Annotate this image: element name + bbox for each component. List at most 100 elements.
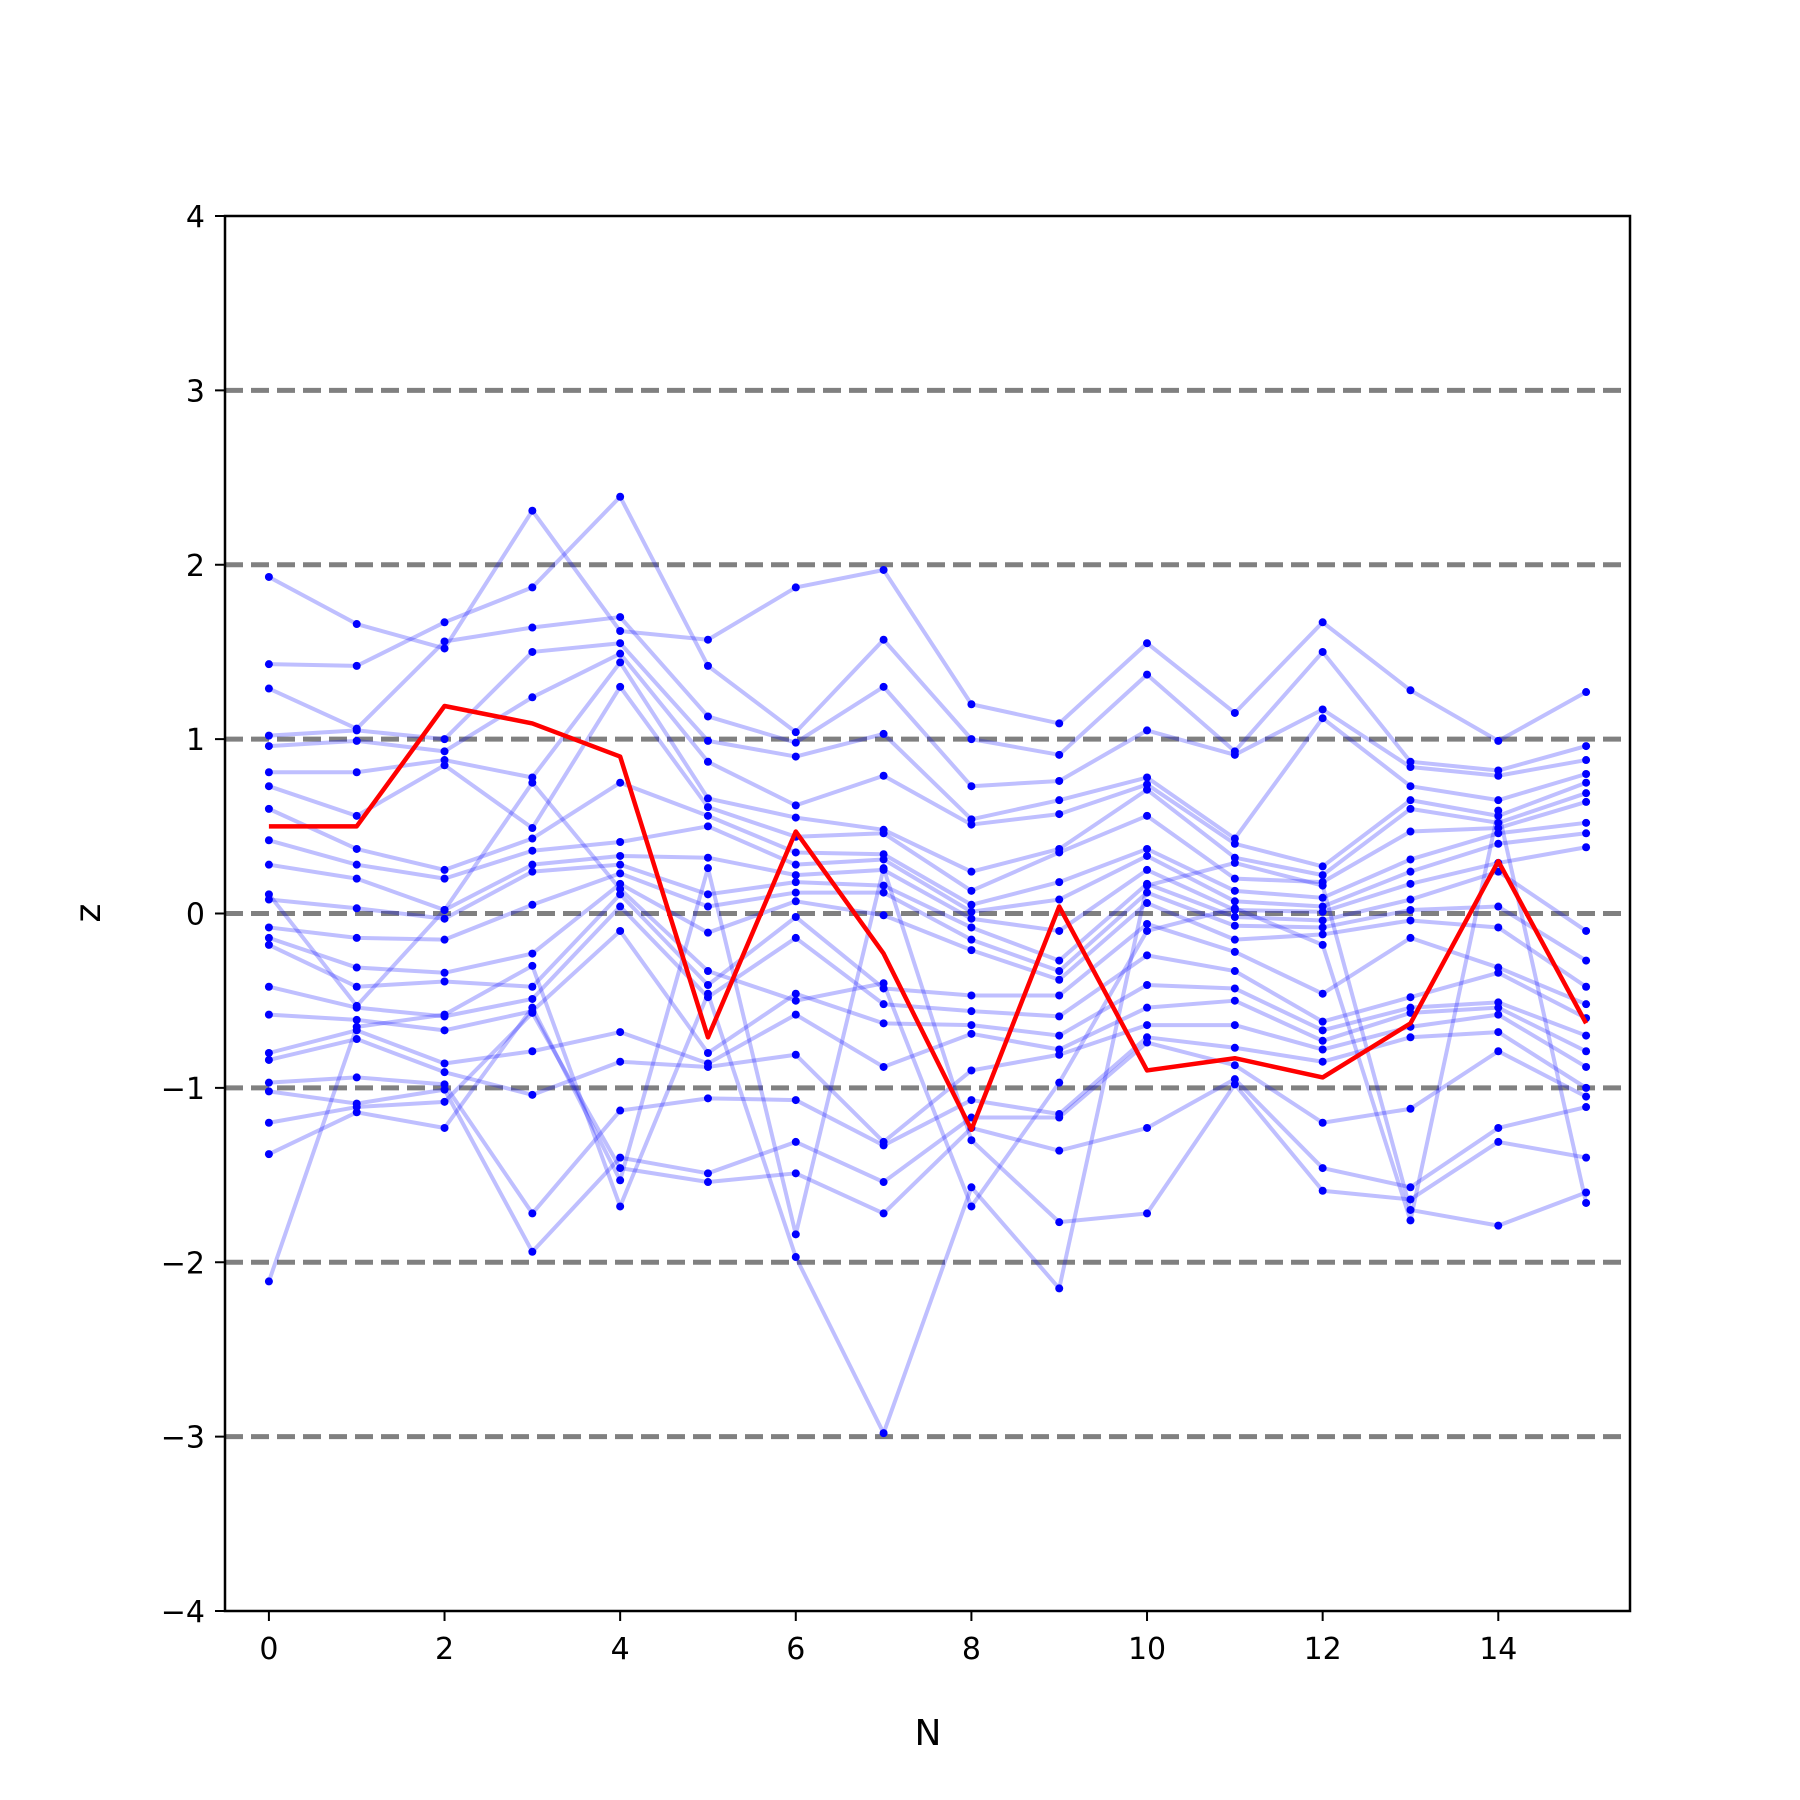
highlight-series-group xyxy=(268,703,1589,1132)
sample-point xyxy=(1582,1047,1591,1056)
sample-point xyxy=(616,658,625,667)
sample-point xyxy=(1318,1036,1327,1045)
sample-point xyxy=(1582,956,1591,965)
sample-point xyxy=(703,980,712,989)
sample-point xyxy=(616,1028,625,1037)
sample-point xyxy=(1318,989,1327,998)
sample-point xyxy=(791,1010,800,1019)
sample-point xyxy=(703,712,712,721)
sample-point xyxy=(264,684,273,693)
sample-point xyxy=(616,627,625,636)
sample-point xyxy=(264,940,273,949)
sample-series-line xyxy=(268,780,1587,907)
y-tick-label: 0 xyxy=(186,898,205,933)
sample-point xyxy=(616,851,625,860)
sample-point xyxy=(1582,982,1591,991)
sample-point xyxy=(1230,996,1239,1005)
sample-point xyxy=(703,1049,712,1057)
sample-point xyxy=(352,726,361,735)
sample-point xyxy=(1582,770,1591,778)
sample-point xyxy=(1406,993,1415,1002)
sample-point xyxy=(791,1169,800,1178)
sample-point xyxy=(1494,1028,1503,1037)
sample-point xyxy=(616,902,625,911)
sample-point xyxy=(440,1068,449,1077)
sample-point xyxy=(352,1015,361,1024)
sample-point xyxy=(703,890,712,899)
sample-point xyxy=(1582,818,1591,827)
sample-point xyxy=(791,848,800,857)
sample-point xyxy=(528,846,537,855)
sample-point xyxy=(264,1118,273,1127)
sample-point xyxy=(1406,782,1415,791)
sample-point xyxy=(967,935,976,944)
sample-point xyxy=(791,728,800,737)
sample-point xyxy=(616,1176,625,1185)
sample-point xyxy=(1143,926,1152,935)
sample-point xyxy=(1230,1021,1239,1030)
sample-point xyxy=(967,1202,976,1211)
sample-point xyxy=(528,1247,537,1256)
sample-point xyxy=(1055,967,1064,976)
sample-point xyxy=(703,757,712,766)
sample-point xyxy=(791,933,800,942)
sample-point xyxy=(703,1094,712,1103)
sample-point xyxy=(264,1087,273,1096)
sample-point xyxy=(352,736,361,745)
sample-point xyxy=(1318,1186,1327,1195)
x-tick-label: 0 xyxy=(259,1632,278,1667)
sample-point xyxy=(1318,1057,1327,1066)
sample-point xyxy=(264,782,273,791)
sample-series-line xyxy=(267,508,1588,743)
sample-point xyxy=(352,661,361,670)
sample-point xyxy=(1318,940,1327,949)
sample-point xyxy=(967,700,976,709)
sample-series-line xyxy=(268,845,1587,933)
sample-point xyxy=(616,860,625,869)
sample-point xyxy=(616,869,625,878)
sample-point xyxy=(1318,705,1327,714)
sample-point xyxy=(1318,871,1327,880)
sample-point xyxy=(616,492,625,501)
sample-point xyxy=(1055,1284,1064,1293)
sample-point xyxy=(967,1021,976,1030)
sample-point xyxy=(1143,670,1152,679)
sample-point xyxy=(1406,1205,1415,1214)
sample-point xyxy=(1494,867,1503,876)
sample-point xyxy=(264,1049,273,1057)
sample-point xyxy=(1055,848,1064,857)
sample-point xyxy=(1143,899,1152,908)
sample-point xyxy=(1582,797,1591,806)
sample-point xyxy=(967,735,976,744)
sample-point xyxy=(791,888,800,897)
sample-point xyxy=(703,928,712,937)
sample-point xyxy=(879,1429,888,1438)
sample-point xyxy=(967,907,976,916)
sample-point xyxy=(1143,881,1152,890)
sample-point xyxy=(967,1096,976,1105)
sample-point xyxy=(967,991,976,1000)
sample-series-line xyxy=(268,660,1587,878)
sample-point xyxy=(967,1066,976,1075)
sample-point xyxy=(1582,778,1591,787)
sample-point xyxy=(1055,1218,1064,1227)
sample-point xyxy=(967,923,976,932)
y-axis-label: z xyxy=(68,904,109,923)
sample-point xyxy=(1494,1221,1503,1230)
y-tick-label: −4 xyxy=(161,1595,205,1630)
sample-point xyxy=(791,1096,800,1105)
sample-point xyxy=(1318,1045,1327,1054)
sample-point xyxy=(791,996,800,1005)
sample-point xyxy=(879,1000,888,1009)
sample-point xyxy=(1055,750,1064,759)
sample-point xyxy=(440,968,449,977)
sample-point xyxy=(440,865,449,874)
sample-point xyxy=(1406,933,1415,942)
sample-point xyxy=(352,963,361,972)
sample-point xyxy=(967,1007,976,1016)
sample-series-line xyxy=(268,1010,1587,1216)
sample-point xyxy=(352,1001,361,1010)
sample-point xyxy=(1230,1061,1239,1070)
sample-point xyxy=(1143,851,1152,860)
sample-point xyxy=(528,900,537,909)
